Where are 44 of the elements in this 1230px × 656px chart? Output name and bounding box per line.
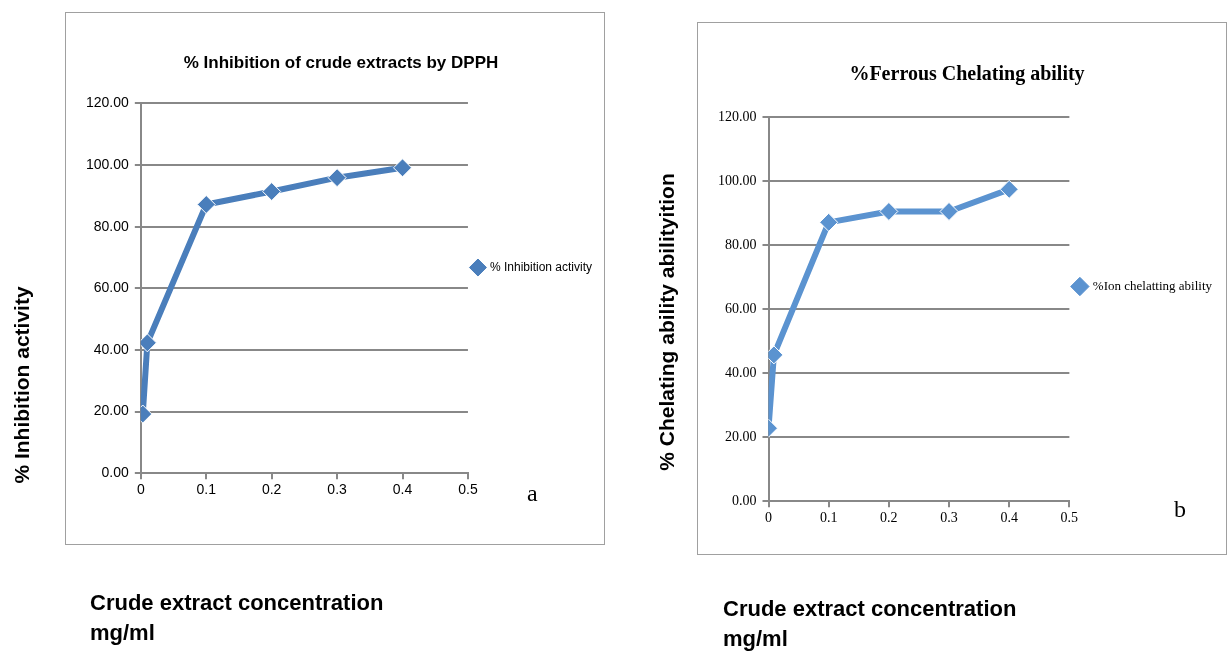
y-tick-label: 60.00 — [93, 279, 130, 296]
chart-title: %Ferrous Chelating ability — [849, 62, 1085, 86]
point — [393, 158, 413, 178]
x-tick-label: 0.5 — [1060, 510, 1079, 526]
point — [327, 168, 347, 188]
y-tick-label: 60.00 — [725, 300, 757, 316]
y-tick-label: 20.00 — [93, 402, 130, 419]
y-tick-label: 40.00 — [725, 364, 757, 380]
chart-title: % Inhibition of crude extracts by DPPH — [183, 52, 499, 72]
y-tick-label: 80.00 — [93, 217, 130, 234]
y-tick-label: 120.00 — [718, 108, 757, 124]
point — [819, 212, 839, 232]
x-tick-label: 0.3 — [327, 481, 348, 498]
y-tick-label: 120.00 — [85, 94, 130, 111]
y-tick-label: 40.00 — [93, 340, 130, 357]
x-tick-label: 0 — [136, 481, 145, 498]
legend-label: %Ion chelatting ability — [1092, 277, 1213, 293]
y-tick-label: 20.00 — [725, 428, 757, 444]
y-tick-label: 0.00 — [732, 492, 757, 508]
x-tick-label: 0.3 — [940, 510, 958, 526]
text: a — [527, 480, 538, 507]
x-tick-label: 0.5 — [458, 481, 478, 498]
text: b — [1174, 496, 1186, 523]
point — [196, 194, 216, 214]
x-tick-label: 0.4 — [1000, 510, 1018, 526]
x-tick-label: 0 — [765, 510, 772, 526]
x-tick-label: 0.2 — [261, 481, 282, 498]
x-axis-title: Crude extract concentration mg/ml — [90, 589, 385, 647]
y-axis-title: % Inhibition activity — [10, 286, 34, 484]
point — [879, 201, 899, 221]
x-tick-label: 0.4 — [392, 481, 413, 498]
x-axis-title: Crude extract concentration mg/ml — [723, 595, 1018, 653]
y-axis-title: % Chelating ability abilityition — [655, 173, 679, 471]
point — [262, 182, 282, 202]
x-tick-label: 0.2 — [880, 510, 898, 526]
y-tick-label: 100.00 — [718, 172, 757, 188]
x-tick-label: 0.1 — [196, 481, 217, 498]
y-tick-label: 100.00 — [85, 155, 130, 172]
y-tick-label: 0.00 — [101, 464, 130, 481]
point — [939, 201, 959, 221]
y-tick-label: 80.00 — [725, 236, 757, 252]
point — [999, 179, 1019, 199]
legend-label: % Inhibition activity — [489, 259, 592, 274]
x-tick-label: 0.1 — [819, 510, 838, 526]
